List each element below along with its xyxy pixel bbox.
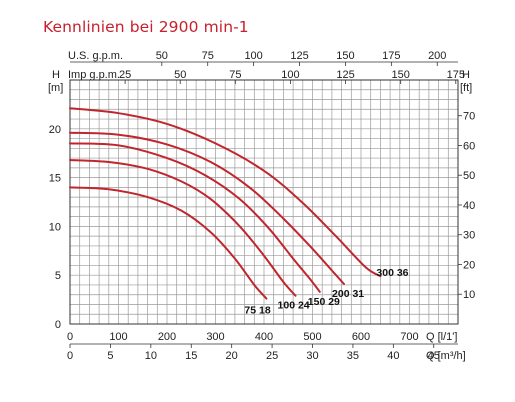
- x-axis-label: Q [l/1']: [426, 331, 457, 343]
- impgpm-tick-label: 25: [119, 69, 131, 81]
- y-axis-label-top: H: [52, 69, 60, 81]
- x2-tick-label: 0: [67, 350, 73, 362]
- x-tick-label: 600: [352, 331, 370, 343]
- x-tick-label: 500: [303, 331, 321, 343]
- x2-axis-label: Q [m³/h]: [426, 350, 466, 362]
- usgpm-tick-label: 125: [290, 50, 308, 62]
- y2-tick-label: 20: [463, 259, 475, 271]
- impgpm-tick-label: 100: [281, 69, 299, 81]
- y-tick-label: 20: [49, 124, 61, 136]
- usgpm-tick-label: 100: [244, 50, 262, 62]
- y-tick-label: 15: [49, 173, 61, 185]
- usgpm-tick-label: 150: [336, 50, 354, 62]
- usgpm-tick-label: 50: [156, 50, 168, 62]
- series-label: 100 24: [278, 300, 310, 312]
- series-label: 200 31: [332, 288, 364, 300]
- x2-tick-label: 25: [266, 350, 278, 362]
- axis-labels: 0 100 200 300 400 500 600 700 Q [l/1']0 5 10 15 20 25…: [48, 50, 475, 362]
- x-tick-label: 700: [400, 331, 418, 343]
- series-label: 75 18: [244, 305, 270, 317]
- x2-tick-label: 40: [387, 350, 399, 362]
- impgpm-tick-label: 75: [229, 69, 241, 81]
- y2-tick-label: 70: [463, 111, 475, 123]
- x-tick-label: 400: [255, 331, 273, 343]
- impgpm-tick-label: 50: [174, 69, 186, 81]
- series-line-75-18: [70, 187, 266, 298]
- y2-tick-label: 30: [463, 230, 475, 242]
- x2-tick-label: 15: [185, 350, 197, 362]
- x2-tick-label: 35: [347, 350, 359, 362]
- y-tick-label: 10: [49, 221, 61, 233]
- x2-tick-label: 5: [107, 350, 113, 362]
- usgpm-tick-label: 175: [382, 50, 400, 62]
- y-axis-unit: [m]: [48, 82, 63, 94]
- x2-tick-label: 30: [306, 350, 318, 362]
- y2-tick-label: 10: [463, 289, 475, 301]
- x2-tick-label: 20: [226, 350, 238, 362]
- x2-tick-label: 10: [145, 350, 157, 362]
- x-tick-label: 300: [206, 331, 224, 343]
- usgpm-tick-label: 75: [202, 50, 214, 62]
- y2-axis-unit: [ft]: [460, 82, 472, 94]
- y2-axis-label-top: H: [462, 69, 470, 81]
- impgpm-axis-label: Imp g.p.m.: [68, 69, 120, 81]
- y-tick-label: 5: [55, 270, 61, 282]
- x-tick-label: 0: [67, 331, 73, 343]
- usgpm-axis-label: U.S. g.p.m.: [68, 50, 123, 62]
- impgpm-tick-label: 125: [336, 69, 354, 81]
- y2-tick-label: 40: [463, 200, 475, 212]
- x-tick-label: 100: [109, 331, 127, 343]
- x-tick-label: 200: [158, 331, 176, 343]
- impgpm-tick-label: 150: [392, 69, 410, 81]
- y-tick-label: 0: [55, 319, 61, 331]
- series-label: 300 36: [376, 267, 408, 279]
- grid: [70, 80, 458, 324]
- y2-tick-label: 50: [463, 170, 475, 182]
- y2-tick-label: 60: [463, 140, 475, 152]
- usgpm-tick-label: 200: [428, 50, 446, 62]
